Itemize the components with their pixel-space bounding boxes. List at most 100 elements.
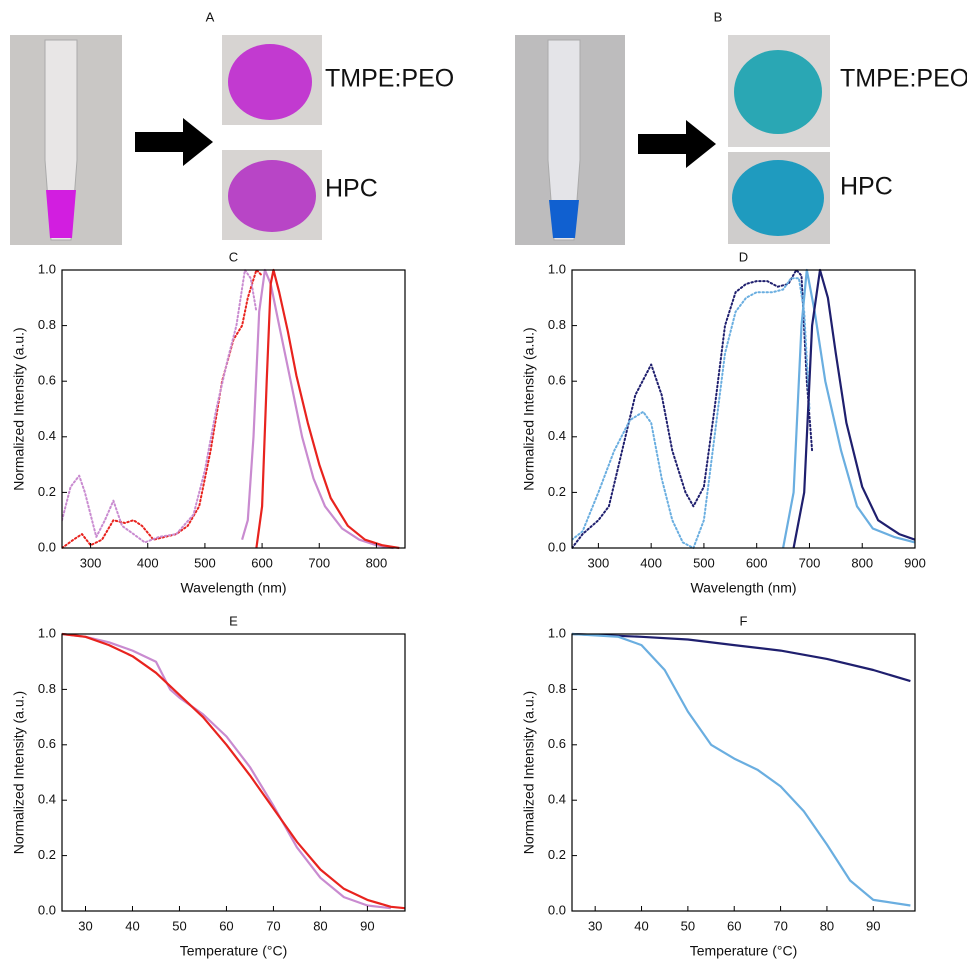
y-tick-label: 0.2 — [38, 847, 56, 862]
x-tick-label: 30 — [588, 918, 602, 933]
y-axis-label: Normalized Intensity (a.u.) — [521, 327, 537, 490]
sample-label: TMPE:PEO — [325, 65, 454, 93]
blob — [732, 160, 824, 236]
line-series — [572, 632, 911, 907]
y-tick-label: 0.4 — [38, 792, 56, 807]
y-axis-label: Normalized Intensity (a.u.) — [11, 327, 27, 490]
line-series — [62, 269, 258, 544]
chart: D 300 400 500 600 700 800 900 0.0 0.2 0.4 0.6 0.8 1.0… — [521, 249, 926, 595]
tube — [547, 39, 581, 241]
x-tick-label: 400 — [640, 555, 662, 570]
axes-frame — [61, 633, 406, 912]
x-axis-label: Wavelength (nm) — [690, 580, 796, 596]
x-axis-label: Temperature (°C) — [690, 943, 798, 959]
x-tick-label: 80 — [313, 918, 327, 933]
chart-title: C — [229, 249, 238, 264]
x-axis-label: Wavelength (nm) — [180, 580, 286, 596]
chart-title: D — [739, 249, 748, 264]
x-tick-label: 30 — [78, 918, 92, 933]
x-tick-label: 40 — [634, 918, 648, 933]
plot-area — [62, 632, 405, 910]
y-tick-label: 0.6 — [38, 736, 56, 751]
x-tick-label: 40 — [125, 918, 139, 933]
y-tick-label: 0.2 — [548, 484, 566, 499]
x-tick-label: 400 — [137, 555, 159, 570]
line-series — [792, 268, 915, 549]
x-tick-label: 800 — [366, 555, 388, 570]
x-axis-label: Temperature (°C) — [180, 943, 288, 959]
plot-area — [572, 632, 911, 907]
chart-title: F — [740, 613, 748, 628]
y-tick-label: 0.8 — [38, 317, 56, 332]
line-series — [241, 268, 394, 550]
x-tick-label: 60 — [219, 918, 233, 933]
blob — [228, 160, 316, 232]
chart: F 30 40 50 60 70 80 90 0.0 0.2 0.4 0.6 0.8 1.0 Tempera… — [521, 613, 916, 959]
y-tick-label: 0.8 — [548, 317, 566, 332]
arrow — [135, 118, 213, 166]
x-tick-label: 700 — [308, 555, 330, 570]
plot-area — [62, 268, 400, 550]
y-tick-label: 0.0 — [548, 539, 566, 554]
chart-title: E — [229, 613, 238, 628]
x-tick-label: 500 — [693, 555, 715, 570]
chart: E 30 40 50 60 70 80 90 0.0 0.2 0.4 0.6 0.8 1.0 Tempera… — [11, 613, 406, 959]
photo-panel-b: B TMPE:PEO HPC — [515, 9, 967, 245]
y-tick-label: 0.2 — [548, 847, 566, 862]
line-series — [62, 632, 392, 910]
y-tick-label: 0.4 — [548, 428, 566, 443]
x-tick-label: 70 — [773, 918, 787, 933]
blob — [734, 50, 822, 134]
line-series — [572, 632, 911, 683]
x-tick-label: 600 — [251, 555, 273, 570]
line-series — [782, 268, 915, 549]
x-tick-label: 800 — [851, 555, 873, 570]
y-tick-label: 0.8 — [38, 681, 56, 696]
y-tick-label: 0.0 — [548, 902, 566, 917]
arrow — [638, 120, 716, 168]
sample-label: HPC — [325, 175, 378, 203]
x-tick-label: 900 — [904, 555, 926, 570]
y-axis-label: Normalized Intensity (a.u.) — [521, 691, 537, 854]
x-tick-label: 90 — [360, 918, 374, 933]
y-tick-label: 0.6 — [548, 373, 566, 388]
x-tick-label: 80 — [820, 918, 834, 933]
photo-panel-a: A TMPE:PEO HPC — [10, 9, 454, 245]
x-tick-label: 500 — [194, 555, 216, 570]
blob — [228, 44, 312, 120]
x-tick-label: 300 — [588, 555, 610, 570]
sample-label: HPC — [840, 173, 893, 201]
x-tick-label: 90 — [866, 918, 880, 933]
y-tick-label: 0.6 — [38, 373, 56, 388]
axes-frame — [61, 269, 406, 549]
y-tick-label: 0.8 — [548, 681, 566, 696]
panel-label: B — [714, 9, 723, 24]
y-tick-label: 0.0 — [38, 539, 56, 554]
panel-label: A — [206, 9, 215, 24]
x-tick-label: 70 — [266, 918, 280, 933]
plot-area — [572, 268, 915, 549]
line-series — [62, 632, 405, 910]
x-tick-label: 600 — [746, 555, 768, 570]
x-tick-label: 50 — [681, 918, 695, 933]
line-series — [572, 269, 814, 549]
x-tick-label: 60 — [727, 918, 741, 933]
axes-frame — [571, 269, 916, 549]
line-series — [572, 277, 811, 549]
line-series — [255, 268, 400, 550]
y-tick-label: 0.4 — [548, 792, 566, 807]
y-tick-label: 0.6 — [548, 736, 566, 751]
tube-liquid — [46, 190, 76, 238]
y-tick-label: 1.0 — [548, 261, 566, 276]
y-tick-label: 1.0 — [38, 625, 56, 640]
y-tick-label: 1.0 — [548, 625, 566, 640]
y-tick-label: 0.2 — [38, 484, 56, 499]
line-series — [62, 269, 264, 549]
x-tick-label: 50 — [172, 918, 186, 933]
y-axis-label: Normalized Intensity (a.u.) — [11, 691, 27, 854]
y-tick-label: 0.0 — [38, 902, 56, 917]
chart: C 300 400 500 600 700 800 0.0 0.2 0.4 0.6 0.8 1.0 Wav… — [11, 249, 406, 596]
tube-liquid — [549, 200, 579, 238]
y-tick-label: 1.0 — [38, 261, 56, 276]
